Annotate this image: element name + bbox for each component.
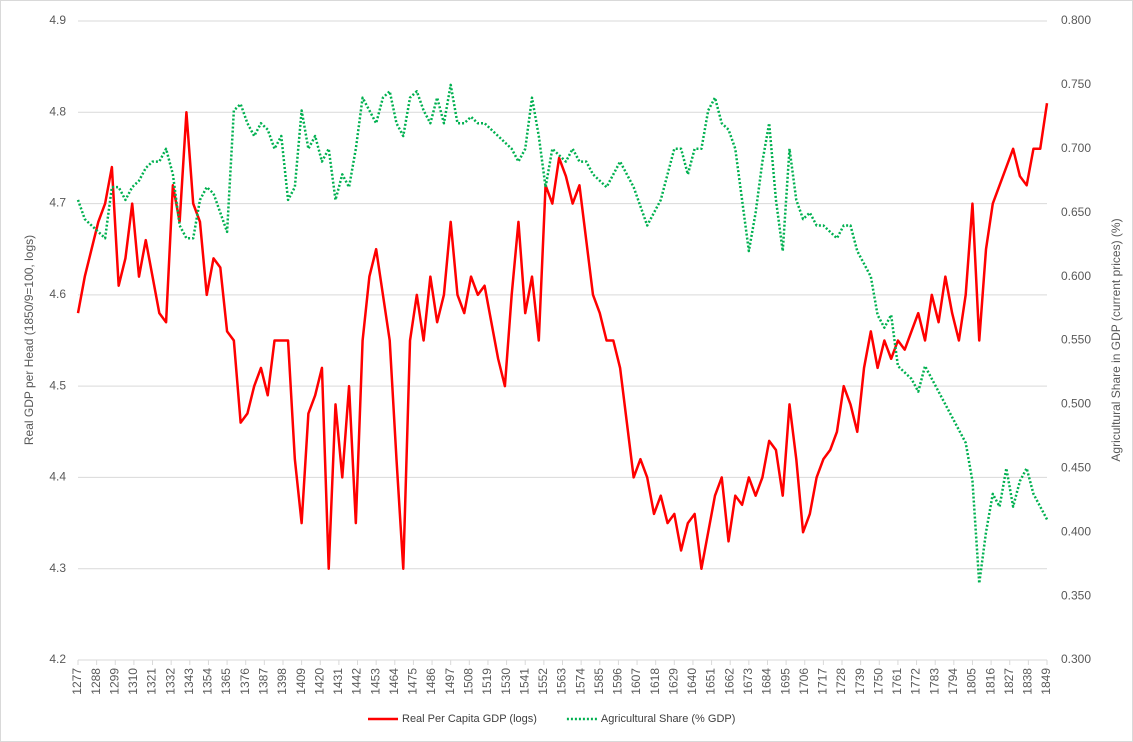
x-tick-label: 1475 — [406, 668, 420, 695]
x-tick-label: 1497 — [443, 668, 457, 695]
x-tick-label: 1552 — [536, 668, 550, 695]
x-tick-label: 1684 — [760, 668, 774, 695]
y-tick-label: 4.5 — [49, 378, 66, 392]
y-tick-label: 4.6 — [49, 287, 66, 301]
x-tick-label: 1838 — [1021, 668, 1035, 695]
x-tick-label: 1442 — [350, 668, 364, 695]
x-tick-label: 1640 — [685, 668, 699, 695]
y-tick-label: 4.3 — [49, 561, 66, 575]
x-tick-label: 1409 — [294, 668, 308, 695]
x-tick-label: 1277 — [70, 668, 84, 695]
x-tick-label: 1706 — [797, 668, 811, 695]
y-tick-label: 4.8 — [49, 104, 66, 118]
x-tick-label: 1805 — [965, 668, 979, 695]
y2-tick-label: 0.800 — [1061, 13, 1091, 27]
x-tick-label: 1651 — [704, 668, 718, 695]
x-tick-label: 1794 — [946, 668, 960, 695]
x-tick-label: 1585 — [592, 668, 606, 695]
y-tick-label: 4.9 — [49, 13, 66, 27]
x-tick-label: 1486 — [424, 668, 438, 695]
y2-tick-label: 0.700 — [1061, 141, 1091, 155]
x-tick-label: 1464 — [387, 668, 401, 695]
x-tick-label: 1387 — [257, 668, 271, 695]
x-tick-label: 1827 — [1002, 668, 1016, 695]
x-tick-label: 1849 — [1039, 668, 1053, 695]
x-tick-label: 1332 — [163, 668, 177, 695]
x-tick-label: 1365 — [219, 668, 233, 695]
y2-tick-label: 0.450 — [1061, 460, 1091, 474]
x-tick-label: 1618 — [648, 668, 662, 695]
x-tick-label: 1310 — [126, 668, 140, 695]
y2-tick-label: 0.550 — [1061, 333, 1091, 347]
x-tick-label: 1662 — [722, 668, 736, 695]
x-tick-label: 1673 — [741, 668, 755, 695]
x-tick-label: 1607 — [629, 668, 643, 695]
x-tick-label: 1376 — [238, 668, 252, 695]
x-tick-label: 1750 — [871, 668, 885, 695]
x-tick-label: 1420 — [312, 668, 326, 695]
y-axis-title: Real GDP per Head (1850/9=100, logs) — [22, 235, 36, 445]
y2-tick-label: 0.400 — [1061, 524, 1091, 538]
series-line — [76, 102, 1049, 570]
x-tick-label: 1288 — [89, 668, 103, 695]
y2-tick-label: 0.600 — [1061, 269, 1091, 283]
x-tick-label: 1508 — [461, 668, 475, 695]
x-tick-label: 1695 — [778, 668, 792, 695]
y2-axis-title: Agricultural Share in GDP (current price… — [1109, 218, 1123, 461]
y2-tick-label: 0.350 — [1061, 588, 1091, 602]
x-tick-label: 1299 — [107, 668, 121, 695]
x-tick-label: 1739 — [853, 668, 867, 695]
x-tick-label: 1541 — [517, 668, 531, 695]
x-tick-label: 1431 — [331, 668, 345, 695]
x-tick-label: 1596 — [611, 668, 625, 695]
y2-tick-label: 0.500 — [1061, 397, 1091, 411]
y2-tick-label: 0.300 — [1061, 652, 1091, 666]
x-tick-label: 1354 — [201, 668, 215, 695]
y-tick-label: 4.4 — [49, 470, 66, 484]
x-tick-label: 1761 — [890, 668, 904, 695]
x-tick-label: 1728 — [834, 668, 848, 695]
x-tick-label: 1398 — [275, 668, 289, 695]
x-tick-label: 1563 — [555, 668, 569, 695]
x-tick-label: 1717 — [816, 668, 830, 695]
x-tick-label: 1816 — [983, 668, 997, 695]
legend-label: Agricultural Share (% GDP) — [601, 713, 736, 725]
x-tick-label: 1321 — [145, 668, 159, 695]
y-tick-label: 4.2 — [49, 652, 66, 666]
x-tick-label: 1629 — [666, 668, 680, 695]
x-tick-label: 1453 — [368, 668, 382, 695]
x-tick-label: 1530 — [499, 668, 513, 695]
x-tick-label: 1783 — [927, 668, 941, 695]
x-tick-label: 1519 — [480, 668, 494, 695]
y-tick-label: 4.7 — [49, 196, 66, 210]
legend-label: Real Per Capita GDP (logs) — [402, 713, 537, 725]
x-tick-label: 1772 — [909, 668, 923, 695]
legend: Real Per Capita GDP (logs) Agricultural S… — [368, 713, 735, 725]
x-tick-label: 1574 — [573, 668, 587, 695]
series-line — [76, 83, 1049, 585]
x-tick-label: 1343 — [182, 668, 196, 695]
y2-tick-label: 0.650 — [1061, 205, 1091, 219]
y2-tick-label: 0.750 — [1061, 77, 1091, 91]
